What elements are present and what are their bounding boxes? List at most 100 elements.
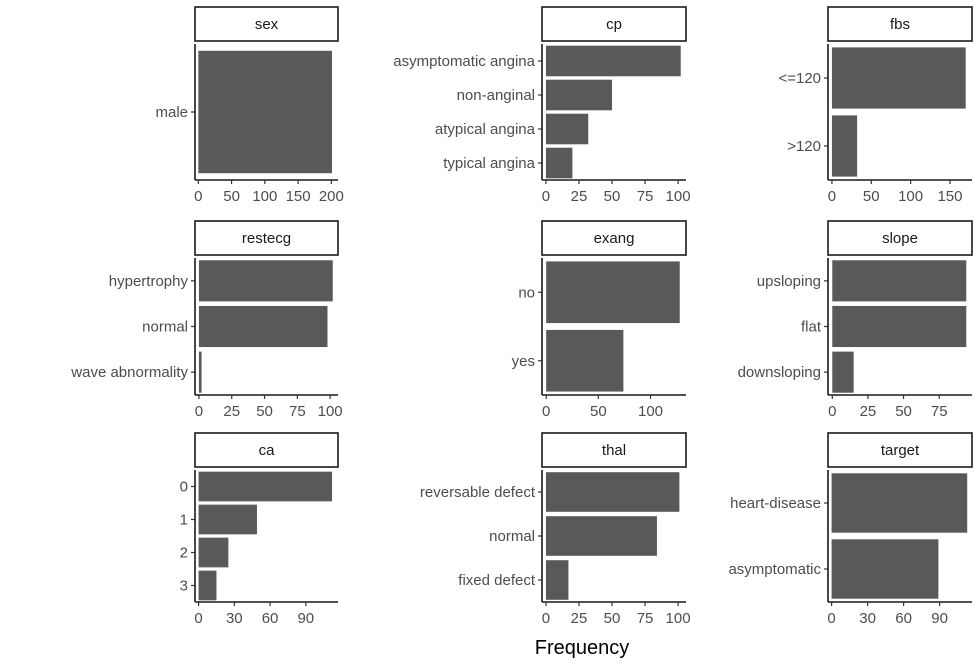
- strip-cp: [541, 6, 687, 42]
- category-label-restecg-hypertrophy: hypertrophy: [109, 273, 189, 290]
- x-tick-label-slope-50: 50: [895, 403, 912, 420]
- category-label-fbs-120: >120: [787, 138, 821, 155]
- category-label-target-heart-disease: heart-disease: [730, 495, 821, 512]
- bar-cp-typical-angina: [545, 147, 573, 179]
- strip-sex: [194, 6, 339, 42]
- bar-sex-male: [198, 50, 333, 174]
- x-tick-label-exang-0: 0: [542, 403, 550, 420]
- category-label-ca-3: 3: [180, 578, 188, 595]
- strip-title-slope: slope: [882, 230, 918, 247]
- strip-title-ca: ca: [259, 442, 276, 459]
- x-tick-label-sex-150: 150: [286, 188, 311, 205]
- strip-title-sex: sex: [255, 16, 279, 33]
- category-label-ca-0: 0: [180, 479, 188, 496]
- x-tick-label-ca-90: 90: [297, 610, 314, 627]
- x-tick-label-cp-0: 0: [542, 188, 550, 205]
- x-tick-label-restecg-25: 25: [223, 403, 240, 420]
- category-label-slope-downsloping: downsloping: [738, 364, 821, 381]
- strip-exang: [541, 220, 687, 256]
- bar-ca-0: [198, 471, 333, 502]
- strip-ca: [194, 432, 339, 468]
- category-label-thal-fixed-defect: fixed defect: [458, 572, 536, 589]
- bar-slope-upsloping: [832, 260, 967, 302]
- x-tick-label-thal-0: 0: [542, 610, 550, 627]
- x-tick-label-cp-25: 25: [571, 188, 588, 205]
- bar-restecg-hypertrophy: [198, 260, 333, 302]
- panel-sex: sex male 0 50 100 150 200: [155, 6, 344, 205]
- category-label-ca-1: 1: [180, 512, 188, 529]
- bar-thal-reversable-defect: [545, 472, 680, 512]
- category-label-fbs-120: <=120: [778, 70, 821, 87]
- bar-ca-3: [198, 570, 217, 601]
- bar-ca-2: [198, 537, 229, 568]
- strip-title-exang: exang: [594, 230, 635, 247]
- bar-exang-yes: [546, 329, 624, 392]
- x-tick-label-target-90: 90: [931, 610, 948, 627]
- x-tick-label-thal-25: 25: [571, 610, 588, 627]
- panel-fbs: fbs <=120 >120 0 50 100 150: [778, 6, 973, 205]
- x-tick-label-sex-200: 200: [319, 188, 344, 205]
- bar-restecg-normal: [198, 305, 328, 348]
- panel-restecg: restecg hypertrophy normal wave abnormality…: [70, 220, 343, 420]
- x-tick-label-fbs-0: 0: [828, 188, 836, 205]
- x-tick-label-exang-100: 100: [638, 403, 663, 420]
- category-label-exang-no: no: [518, 284, 535, 301]
- x-tick-label-slope-25: 25: [860, 403, 877, 420]
- category-label-target-asymptomatic: asymptomatic: [728, 561, 821, 578]
- x-tick-label-sex-50: 50: [223, 188, 240, 205]
- category-label-slope-flat: flat: [801, 319, 822, 336]
- bar-thal-normal: [545, 516, 657, 556]
- strip-title-fbs: fbs: [890, 16, 910, 33]
- category-label-cp-atypical-angina: atypical angina: [435, 121, 536, 138]
- category-label-sex-male: male: [155, 104, 188, 121]
- x-tick-label-cp-75: 75: [637, 188, 654, 205]
- x-tick-label-target-60: 60: [895, 610, 912, 627]
- bar-slope-downsloping: [832, 351, 854, 393]
- x-tick-label-fbs-150: 150: [937, 188, 962, 205]
- panel-thal: thal reversable defect normal fixed defect 0…: [420, 432, 691, 627]
- x-tick-label-fbs-100: 100: [898, 188, 923, 205]
- x-tick-label-cp-100: 100: [666, 188, 691, 205]
- x-tick-label-restecg-50: 50: [256, 403, 273, 420]
- bar-target-heart-disease: [831, 473, 968, 533]
- category-label-slope-upsloping: upsloping: [757, 273, 821, 290]
- strip-title-restecg: restecg: [242, 230, 291, 247]
- panel-exang: exang no yes 0 50 100: [512, 220, 687, 420]
- bar-thal-fixed-defect: [545, 560, 569, 600]
- bar-ca-1: [198, 504, 257, 535]
- x-tick-label-thal-50: 50: [604, 610, 621, 627]
- x-tick-label-restecg-75: 75: [289, 403, 306, 420]
- bar-exang-no: [546, 261, 680, 324]
- strip-slope: [827, 220, 973, 256]
- strip-target: [827, 432, 973, 468]
- bar-cp-asymptomatic-angina: [545, 45, 681, 77]
- x-tick-label-slope-75: 75: [931, 403, 948, 420]
- x-tick-label-ca-30: 30: [226, 610, 243, 627]
- category-label-restecg-wave-abnormality: wave abnormality: [70, 364, 188, 381]
- x-tick-label-ca-60: 60: [262, 610, 279, 627]
- x-tick-label-thal-100: 100: [666, 610, 691, 627]
- strip-thal: [541, 432, 687, 468]
- x-tick-label-sex-0: 0: [194, 188, 202, 205]
- bar-slope-flat: [832, 305, 967, 348]
- panel-target: target heart-disease asymptomatic 0 30 60 90: [728, 432, 973, 627]
- category-label-restecg-normal: normal: [142, 319, 188, 336]
- x-tick-label-slope-0: 0: [828, 403, 836, 420]
- x-tick-label-fbs-50: 50: [863, 188, 880, 205]
- strip-fbs: [827, 6, 973, 42]
- x-tick-label-cp-50: 50: [604, 188, 621, 205]
- strip-restecg: [194, 220, 339, 256]
- category-label-thal-reversable-defect: reversable defect: [420, 484, 536, 501]
- x-tick-label-exang-50: 50: [590, 403, 607, 420]
- category-label-cp-non-anginal: non-anginal: [457, 87, 535, 104]
- category-label-cp-asymptomatic-angina: asymptomatic angina: [393, 53, 535, 70]
- bar-cp-non-anginal: [545, 79, 613, 111]
- category-label-ca-2: 2: [180, 545, 188, 562]
- strip-title-target: target: [881, 442, 920, 459]
- bar-fbs-120: [831, 47, 966, 109]
- bar-fbs-120: [831, 115, 858, 177]
- bar-cp-atypical-angina: [545, 113, 589, 145]
- category-label-exang-yes: yes: [512, 353, 535, 370]
